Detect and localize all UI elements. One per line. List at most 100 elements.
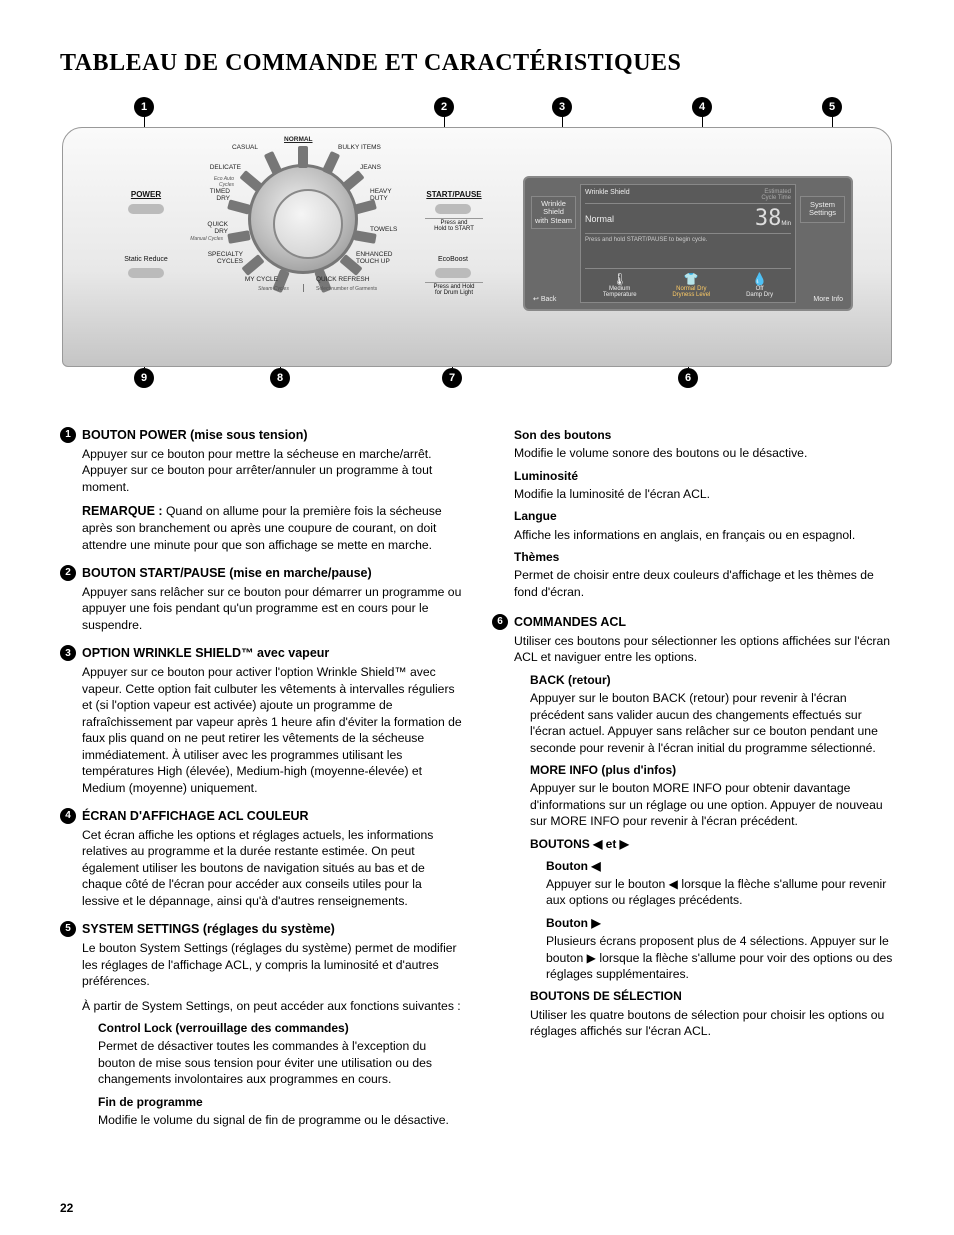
bullet-2: 2: [60, 565, 76, 581]
item-3: 3 OPTION WRINKLE SHIELD™ avec vapeur App…: [60, 645, 462, 796]
system-settings-button[interactable]: System Settings: [800, 196, 845, 223]
item-6-arrowleft-p: Appuyer sur le bouton ◀ lorsque la flèch…: [546, 876, 894, 909]
item-6-sub2-p: Appuyer sur le bouton MORE INFO pour obt…: [530, 780, 894, 829]
bullet-3: 3: [60, 645, 76, 661]
item-5: 5 SYSTEM SETTINGS (réglages du système) …: [60, 921, 462, 1130]
lcd-opt1: Medium Temperature: [603, 286, 637, 298]
item-4: 4 ÉCRAN D'AFFICHAGE ACL COULEUR Cet écra…: [60, 808, 462, 909]
cycle-garmentnote: Select number of Garments: [316, 286, 377, 292]
callout-2: 2: [434, 97, 454, 117]
description-columns: 1 BOUTON POWER (mise sous tension) Appuy…: [60, 427, 894, 1142]
callout-7: 7: [442, 368, 462, 388]
cycle-normal: NORMAL: [284, 136, 313, 143]
lcd-moreinfo-button[interactable]: More Info: [813, 296, 843, 303]
rt-sub3-h: Langue: [514, 508, 894, 524]
bullet-4: 4: [60, 808, 76, 824]
item-6-sel-h: BOUTONS DE SÉLECTION: [530, 988, 894, 1004]
cycle-quickrefresh: QUICK REFRESH: [316, 276, 369, 283]
item-6-sub2-h: MORE INFO (plus d'infos): [530, 762, 894, 778]
item-5-heading: SYSTEM SETTINGS (réglages du système): [82, 921, 462, 938]
lcd-normal-label: Normal: [585, 214, 614, 224]
item-6-sub1-p: Appuyer sur le bouton BACK (retour) pour…: [530, 690, 894, 756]
item-1-heading: BOUTON POWER (mise sous tension): [82, 427, 462, 444]
item-4-heading: ÉCRAN D'AFFICHAGE ACL COULEUR: [82, 808, 462, 825]
power-label: POWER: [121, 190, 171, 199]
bullet-6: 6: [492, 614, 508, 630]
item-5-p2: À partir de System Settings, on peut acc…: [82, 998, 462, 1014]
item-3-p1: Appuyer sur ce bouton pour activer l'opt…: [82, 664, 462, 796]
cycle-steamnote: Steam Cycles: [258, 286, 289, 292]
power-button[interactable]: [128, 204, 164, 214]
rt-sub1-p: Modifie le volume sonore des boutons ou …: [514, 445, 894, 461]
static-reduce-label: Static Reduce: [111, 256, 181, 263]
page-number: 22: [60, 1201, 73, 1215]
item-3-heading: OPTION WRINKLE SHIELD™ avec vapeur: [82, 645, 462, 662]
lcd-time: 38: [755, 206, 782, 231]
bullet-1: 1: [60, 427, 76, 443]
item-6-heading: COMMANDES ACL: [514, 614, 894, 631]
item-1-p1: Appuyer sur ce bouton pour mettre la séc…: [82, 446, 462, 495]
start-hint: Press and Hold to START: [425, 218, 483, 233]
cycle-towels: TOWELS: [370, 226, 397, 233]
item-6-arrowright-h: Bouton ▶: [546, 915, 894, 931]
item-5-p1: Le bouton System Settings (réglages du s…: [82, 940, 462, 989]
rt-sub1-h: Son des boutons: [514, 427, 894, 443]
cycle-quick: QUICK DRY: [207, 221, 228, 235]
item-6: 6 COMMANDES ACL Utiliser ces boutons pou…: [492, 614, 894, 1042]
cycle-dial[interactable]: NORMAL CASUAL BULKY ITEMS DELICATE JEANS…: [198, 136, 398, 336]
item-5-sub1-p: Permet de désactiver toutes les commande…: [98, 1038, 462, 1087]
item-2: 2 BOUTON START/PAUSE (mise en marche/pau…: [60, 565, 462, 633]
callout-9: 9: [134, 368, 154, 388]
rt-sub4-h: Thèmes: [514, 549, 894, 565]
cycle-delicate: DELICATE: [210, 164, 241, 171]
bullet-5: 5: [60, 921, 76, 937]
cycle-enhanced: ENHANCED TOUCH UP: [356, 251, 392, 265]
left-column: 1 BOUTON POWER (mise sous tension) Appuy…: [60, 427, 462, 1142]
lcd-back-button[interactable]: ↩Back: [533, 295, 556, 303]
cycle-manual: Manual Cycles: [190, 236, 223, 242]
item-6-p: Utiliser ces boutons pour sélectionner l…: [514, 633, 894, 666]
ecoboost-label: EcoBoost: [423, 256, 483, 263]
callout-8: 8: [270, 368, 290, 388]
callout-3: 3: [552, 97, 572, 117]
cycle-heavy: HEAVY DUTY: [370, 188, 392, 202]
page-title: TABLEAU DE COMMANDE ET CARACTÉRISTIQUES: [60, 50, 894, 77]
lcd-opt2: Normal Dry Dryness Level: [672, 286, 710, 298]
static-reduce-button[interactable]: [128, 268, 164, 278]
callout-4: 4: [692, 97, 712, 117]
item-6-arrowleft-h: Bouton ◀: [546, 858, 894, 874]
cycle-bulky: BULKY ITEMS: [338, 144, 381, 151]
cycle-specialty: SPECIALTY CYCLES: [208, 251, 243, 265]
item-1: 1 BOUTON POWER (mise sous tension) Appuy…: [60, 427, 462, 553]
callout-5: 5: [822, 97, 842, 117]
lcd-min: Min: [781, 221, 791, 227]
item-1-remark-label: REMARQUE :: [82, 504, 163, 518]
rt-sub2-p: Modifie la luminosité de l'écran ACL.: [514, 486, 894, 502]
ecoboost-button[interactable]: [435, 268, 471, 278]
cycle-casual: CASUAL: [232, 144, 258, 151]
rt-sub2-h: Luminosité: [514, 468, 894, 484]
right-column: Son des boutons Modifie le volume sonore…: [492, 427, 894, 1142]
drumlight-hint: Press and Hold for Drum Light: [425, 282, 483, 297]
item-2-heading: BOUTON START/PAUSE (mise en marche/pause…: [82, 565, 462, 582]
item-5-sub2-h: Fin de programme: [98, 1094, 462, 1110]
item-2-p1: Appuyer sans relâcher sur ce bouton pour…: [82, 584, 462, 633]
callout-6: 6: [678, 368, 698, 388]
lcd-opt3: Off Damp Dry: [746, 286, 773, 298]
callout-1: 1: [134, 97, 154, 117]
lcd-estimated-label: Estimated Cycle Time: [761, 189, 791, 201]
control-panel-diagram: 1 2 3 4 5 9 8 7 6 POWER Static Reduce S: [62, 97, 892, 397]
item-5-sub2-p: Modifie le volume du signal de fin de pr…: [98, 1112, 462, 1128]
item-6-sub1-h: BACK (retour): [530, 672, 894, 688]
item-5-sub1-h: Control Lock (verrouillage des commandes…: [98, 1020, 462, 1036]
cycle-timed: TIMED DRY: [210, 188, 230, 202]
start-pause-button[interactable]: [435, 204, 471, 214]
lcd-screen: Wrinkle Shield with Steam System Setting…: [523, 176, 853, 311]
wrinkle-shield-button[interactable]: Wrinkle Shield with Steam: [531, 196, 576, 229]
rt-sub3-p: Affiche les informations en anglais, en …: [514, 527, 894, 543]
lcd-wrinkle-label: Wrinkle Shield: [585, 189, 630, 201]
lcd-hint: Press and hold START/PAUSE to begin cycl…: [585, 234, 791, 246]
item-6-sel-p: Utiliser les quatre boutons de sélection…: [530, 1007, 894, 1040]
cycle-ecoauto: Eco Auto Cycles: [214, 176, 234, 188]
start-pause-label: START/PAUSE: [421, 190, 487, 199]
